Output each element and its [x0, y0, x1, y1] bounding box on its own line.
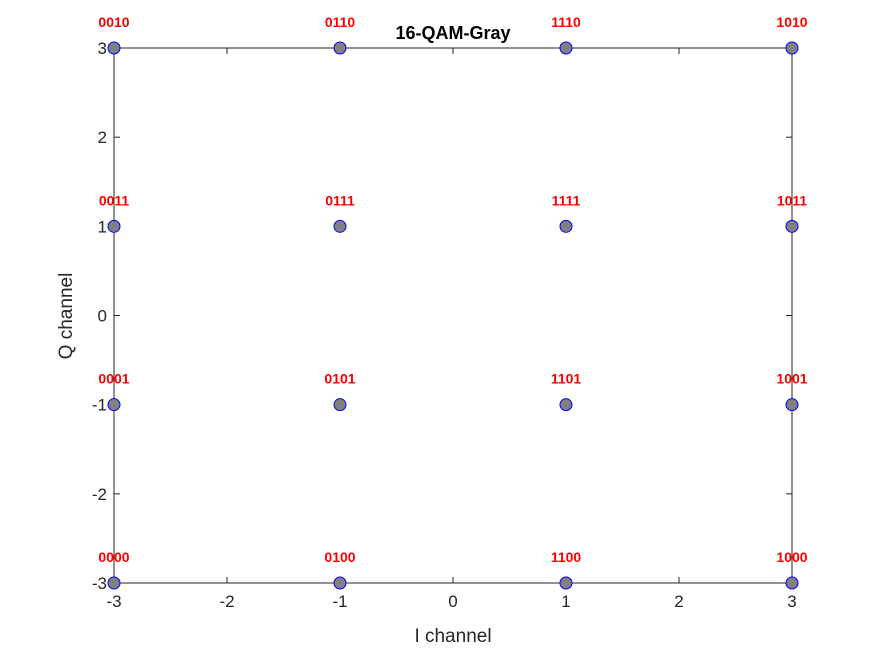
- plot-area-background: [114, 48, 792, 583]
- y-tick-label-0: -3: [92, 574, 107, 593]
- point-0000: [107, 576, 121, 590]
- point-label-0111: 0111: [325, 192, 355, 208]
- point-label-1101: 1101: [551, 371, 582, 387]
- y-tick-label-5: 2: [98, 128, 107, 147]
- point-1010: [785, 41, 799, 55]
- point-label-1100: 1100: [551, 549, 582, 565]
- point-1111: [559, 219, 573, 233]
- point-label-1001: 1001: [776, 371, 807, 387]
- point-0110: [333, 41, 347, 55]
- y-tick-label-1: -2: [92, 485, 107, 504]
- x-tick-label-4: 1: [561, 592, 570, 611]
- point-label-0000: 0000: [98, 549, 129, 565]
- point-label-1010: 1010: [776, 14, 807, 30]
- x-tick-label-1: -2: [219, 592, 234, 611]
- point-0101: [333, 398, 347, 412]
- chart-title: 16-QAM-Gray: [395, 23, 510, 43]
- point-label-0101: 0101: [324, 371, 355, 387]
- point-label-1000: 1000: [776, 549, 807, 565]
- y-tick-label-3: 0: [98, 307, 107, 326]
- point-label-0110: 0110: [325, 14, 356, 30]
- y-tick-label-2: -1: [92, 396, 107, 415]
- x-tick-label-5: 2: [674, 592, 683, 611]
- point-label-1110: 1110: [551, 14, 581, 30]
- x-axis-label: I channel: [414, 626, 491, 647]
- x-tick-label-0: -3: [106, 592, 121, 611]
- x-tick-labels: -3 -2 -1 0 1 2 3: [106, 592, 796, 611]
- x-tick-label-6: 3: [787, 592, 796, 611]
- point-label-0001: 0001: [98, 371, 129, 387]
- y-tick-label-6: 3: [98, 39, 107, 58]
- point-0111: [333, 219, 347, 233]
- point-1011: [785, 219, 799, 233]
- point-label-1011: 1011: [777, 192, 808, 208]
- point-1110: [559, 41, 573, 55]
- point-1000: [785, 576, 799, 590]
- point-0100: [333, 576, 347, 590]
- y-axis-label: Q channel: [56, 273, 77, 360]
- point-label-1111: 1111: [552, 192, 581, 208]
- y-tick-label-4: 1: [98, 217, 107, 236]
- x-tick-label-3: 0: [448, 592, 457, 611]
- y-tick-labels: -3 -2 -1 0 1 2 3: [92, 39, 107, 593]
- point-0010: [107, 41, 121, 55]
- point-1100: [559, 576, 573, 590]
- x-tick-label-2: -1: [332, 592, 347, 611]
- point-label-0100: 0100: [324, 549, 355, 565]
- point-0001: [107, 398, 121, 412]
- point-1001: [785, 398, 799, 412]
- point-label-0011: 0011: [99, 192, 130, 208]
- point-0011: [107, 219, 121, 233]
- point-1101: [559, 398, 573, 412]
- point-label-0010: 0010: [98, 14, 129, 30]
- data-points: [107, 41, 799, 590]
